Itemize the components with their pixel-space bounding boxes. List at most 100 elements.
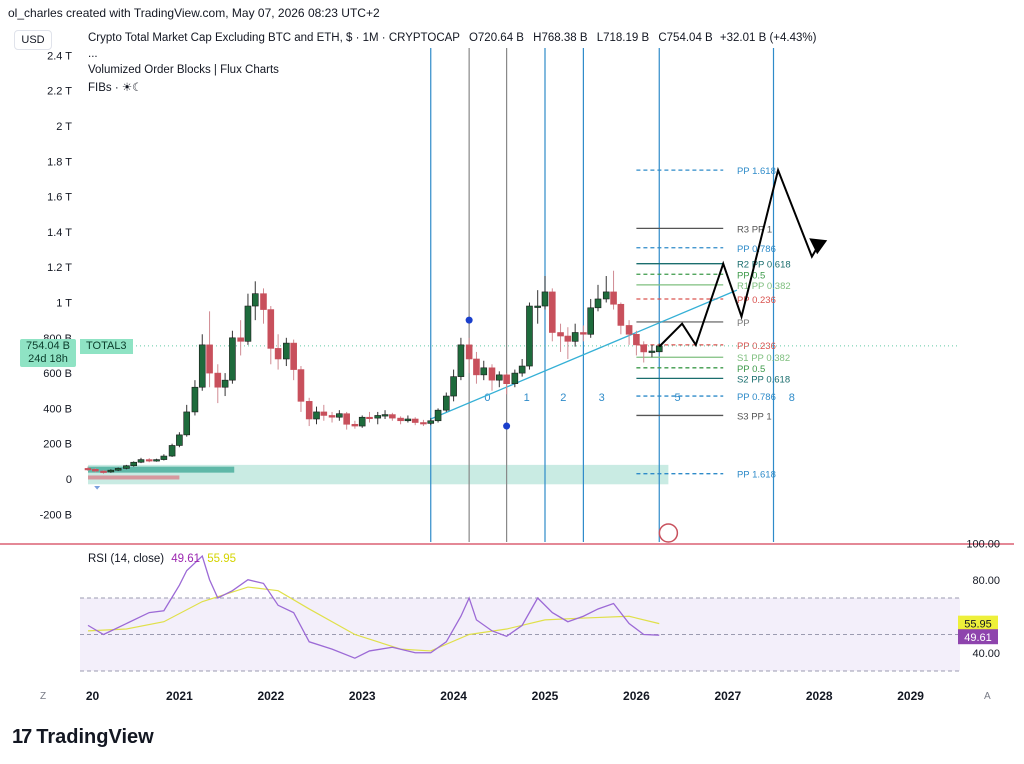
candle-body — [557, 332, 564, 337]
candle-body — [488, 367, 496, 381]
candle-body — [251, 293, 259, 307]
rsi-legend[interactable]: RSI (14, close) 49.61 55.95 — [88, 553, 236, 565]
candle-body — [84, 468, 92, 471]
rsi-ma-axis-tag — [958, 615, 998, 631]
y-tick-label: 0 — [66, 474, 72, 486]
chart-caption: ol_charles created with TradingView.com,… — [8, 6, 380, 20]
bar-countdown: 24d 18h — [28, 353, 68, 365]
candle-body — [465, 344, 473, 360]
candle-body — [480, 367, 488, 376]
candle-body — [571, 332, 579, 342]
candle-body — [580, 332, 587, 335]
candle-body — [411, 418, 419, 423]
candle-body — [123, 465, 130, 469]
candle-body — [358, 416, 366, 427]
y-tick-label: 2.4 T — [47, 50, 72, 62]
rsi-ma-axis-value: 55.95 — [964, 619, 992, 631]
candle-body — [442, 395, 450, 411]
auto-scale-button[interactable]: A — [984, 691, 991, 702]
indicator-order-blocks[interactable]: Volumized Order Blocks | Flux Charts — [88, 64, 279, 76]
candle-body — [107, 469, 115, 473]
candle-body — [191, 386, 199, 413]
candle-body — [297, 369, 305, 402]
pivot-label: PP 0.786 — [737, 244, 776, 255]
pivot-label: PP 0.786 — [737, 392, 776, 403]
rsi-tick-label: 100.00 — [966, 538, 1000, 550]
rsi-tick-label: 80.00 — [972, 575, 1000, 587]
currency-button[interactable]: USD — [14, 30, 52, 50]
rsi-axis-tag — [958, 629, 998, 645]
candle-body — [290, 342, 297, 370]
signal-dot-icon — [503, 422, 511, 430]
candle-body — [343, 413, 350, 425]
candle-body — [221, 379, 229, 388]
pivot-label: PP 1.618 — [737, 166, 776, 177]
candle-body — [381, 414, 389, 417]
candle-body — [420, 422, 427, 425]
candle-body — [366, 416, 373, 420]
rsi-value: 49.61 — [171, 553, 201, 565]
y-tick-label: 2 T — [56, 121, 72, 133]
x-tick-label: 2027 — [714, 689, 741, 703]
y-tick-label: 1 T — [56, 298, 72, 310]
rsi-ma-value: 55.95 — [207, 553, 237, 565]
projection-path — [658, 166, 821, 348]
cycle-number: 2 — [560, 392, 566, 404]
legend-more[interactable]: ... — [88, 48, 98, 60]
projection-arrow-icon — [809, 238, 828, 255]
x-tick-label: 2028 — [806, 689, 833, 703]
cycle-number: 1 — [524, 392, 530, 404]
trendline — [430, 289, 738, 420]
candle-body — [511, 372, 519, 384]
legend-open: O720.64 B — [468, 32, 524, 44]
pivot-label: PP 1.618 — [737, 470, 776, 481]
pivot-label: R1 PP 0.382 — [737, 281, 791, 292]
up-arrow-icon — [94, 486, 101, 490]
lightning-alert-icon — [658, 523, 679, 543]
signal-dot-icon — [465, 316, 473, 324]
y-tick-label: 2.2 T — [47, 86, 72, 98]
legend-low: L718.19 B — [596, 32, 650, 44]
legend-symbol[interactable]: Crypto Total Market Cap Excluding BTC an… — [88, 32, 460, 44]
candle-body — [648, 350, 656, 353]
candle-body — [434, 409, 442, 422]
x-tick-label: 2029 — [897, 689, 924, 703]
candle-body — [534, 305, 541, 308]
candle-body — [283, 342, 290, 360]
cycle-number: 0 — [484, 392, 490, 404]
candle-body — [229, 337, 236, 381]
y-tick-label: 1.2 T — [47, 262, 72, 274]
x-tick-label: 2023 — [349, 689, 376, 703]
indicator-fibs[interactable]: FIBs · ☀☾ — [88, 82, 143, 94]
pivot-label: S1 PP 0.382 — [737, 353, 790, 364]
candle-body — [473, 358, 480, 376]
rsi-label: RSI (14, close) — [88, 553, 165, 565]
candle-body — [495, 374, 503, 381]
order-block-band — [88, 466, 235, 473]
candle-body — [320, 411, 328, 416]
pivot-label: PP — [737, 318, 750, 329]
y-tick-label: 600 B — [43, 368, 72, 380]
candle-body — [206, 344, 213, 374]
candle-body — [397, 417, 404, 422]
pivot-label: R3 PP 1 — [737, 224, 772, 235]
candle-body — [503, 374, 510, 384]
candle-body — [336, 413, 343, 418]
x-tick-label: 2026 — [623, 689, 650, 703]
cycle-number: 5 — [674, 392, 680, 404]
y-tick-label: 1.4 T — [47, 227, 72, 239]
candle-body — [267, 309, 275, 349]
candle-body — [610, 291, 617, 305]
candle-body — [92, 468, 99, 472]
candle-body — [237, 337, 244, 342]
brand-name: TradingView — [36, 726, 154, 748]
candle-body — [176, 434, 183, 446]
current-price: 754.04 B — [25, 340, 71, 352]
bearish-block-band — [88, 475, 180, 480]
pivot-label: PP 0.5 — [737, 364, 765, 375]
zoom-button[interactable]: Z — [40, 691, 47, 702]
candle-body — [100, 470, 107, 473]
x-tick-label: 2021 — [166, 689, 193, 703]
x-tick-label: 2022 — [257, 689, 284, 703]
